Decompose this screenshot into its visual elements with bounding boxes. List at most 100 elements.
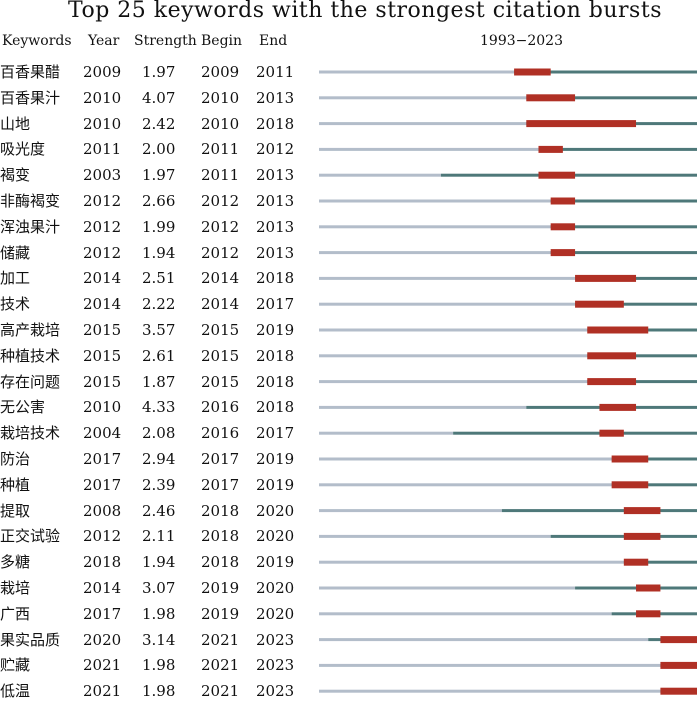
burst-bar xyxy=(587,352,637,360)
strength-cell: 1.99 xyxy=(142,217,176,236)
strength-cell: 2.08 xyxy=(142,424,176,443)
end-cell: 2013 xyxy=(256,166,295,185)
year-cell: 2021 xyxy=(83,656,122,675)
strength-cell: 1.98 xyxy=(142,682,176,701)
end-cell: 2018 xyxy=(256,372,295,391)
active-segment xyxy=(575,586,697,590)
baseline-segment xyxy=(319,328,588,332)
begin-cell: 2015 xyxy=(201,346,240,365)
baseline-segment xyxy=(319,147,539,151)
strength-cell: 1.98 xyxy=(142,604,176,623)
keyword-cell: 吸光度 xyxy=(0,140,46,159)
year-cell: 2012 xyxy=(83,217,122,236)
burst-bar xyxy=(575,300,624,308)
keyword-cell: 种植技术 xyxy=(0,346,61,365)
begin-cell: 2011 xyxy=(201,140,240,159)
burst-bar xyxy=(623,507,661,515)
year-cell: 2011 xyxy=(83,140,122,159)
end-cell: 2023 xyxy=(256,656,295,675)
strength-cell: 1.97 xyxy=(142,63,176,81)
year-cell: 2017 xyxy=(83,475,122,494)
end-cell: 2013 xyxy=(256,88,295,107)
active-segment xyxy=(538,147,697,151)
burst-bar xyxy=(550,223,576,231)
end-cell: 2017 xyxy=(256,424,295,443)
year-cell: 2017 xyxy=(83,604,122,623)
burst-bar xyxy=(526,94,576,102)
active-segment xyxy=(623,560,697,564)
baseline-segment xyxy=(319,612,612,616)
strength-cell: 2.39 xyxy=(142,475,176,494)
year-cell: 2015 xyxy=(83,321,122,339)
burst-bar xyxy=(611,455,649,463)
baseline-segment xyxy=(319,122,527,126)
strength-cell: 4.33 xyxy=(142,398,176,417)
end-cell: 2019 xyxy=(256,475,295,494)
end-cell: 2013 xyxy=(256,243,295,262)
baseline-segment xyxy=(319,302,576,306)
active-segment xyxy=(550,199,697,203)
year-cell: 2015 xyxy=(83,346,122,365)
end-cell: 2012 xyxy=(256,140,295,159)
burst-bar xyxy=(550,197,576,205)
keyword-cell: 多糖 xyxy=(0,553,31,572)
keyword-cell: 存在问题 xyxy=(0,372,61,391)
end-cell: 2019 xyxy=(256,553,295,572)
begin-cell: 2016 xyxy=(201,398,240,417)
keyword-cell: 非酶褐变 xyxy=(0,192,61,210)
strength-cell: 4.07 xyxy=(142,88,176,107)
keyword-cell: 高产栽培 xyxy=(0,321,61,339)
burst-bar xyxy=(660,636,697,644)
active-segment xyxy=(575,302,697,306)
strength-cell: 2.66 xyxy=(142,192,176,210)
strength-cell: 2.42 xyxy=(142,114,176,133)
begin-cell: 2019 xyxy=(201,604,240,623)
baseline-segment xyxy=(319,405,527,409)
burst-bar xyxy=(599,403,637,411)
active-segment xyxy=(550,225,697,229)
baseline-segment xyxy=(319,380,588,384)
begin-cell: 2019 xyxy=(201,579,240,597)
strength-cell: 2.51 xyxy=(142,269,176,288)
begin-cell: 2018 xyxy=(201,527,240,546)
keyword-cell: 广西 xyxy=(0,604,31,623)
begin-cell: 2010 xyxy=(201,88,240,107)
year-cell: 2014 xyxy=(83,269,122,288)
keyword-cell: 百香果醋 xyxy=(0,63,61,81)
baseline-segment xyxy=(319,199,551,203)
active-segment xyxy=(526,96,697,100)
strength-cell: 3.07 xyxy=(142,579,176,597)
active-segment xyxy=(611,457,697,461)
keyword-cell: 储藏 xyxy=(0,243,31,262)
baseline-segment xyxy=(319,483,612,487)
baseline-segment xyxy=(319,431,454,435)
keyword-cell: 低温 xyxy=(0,682,31,701)
baseline-segment xyxy=(319,251,551,255)
year-cell: 2012 xyxy=(83,243,122,262)
keyword-cell: 褐变 xyxy=(0,166,31,185)
year-cell: 2017 xyxy=(83,450,122,468)
end-cell: 2019 xyxy=(256,450,295,468)
end-cell: 2013 xyxy=(256,217,295,236)
header-strength: Strength xyxy=(134,33,197,49)
burst-bar xyxy=(538,171,576,179)
end-cell: 2020 xyxy=(256,604,295,623)
end-cell: 2023 xyxy=(256,682,295,701)
keyword-cell: 无公害 xyxy=(0,398,46,417)
burst-bar xyxy=(587,326,649,334)
baseline-segment xyxy=(319,560,624,564)
strength-cell: 2.94 xyxy=(142,450,176,468)
keyword-cell: 提取 xyxy=(0,501,31,520)
begin-cell: 2021 xyxy=(201,630,240,649)
year-cell: 2012 xyxy=(83,192,122,210)
burst-bar xyxy=(526,120,637,128)
year-cell: 2010 xyxy=(83,398,122,417)
burst-bar xyxy=(660,687,697,695)
keyword-cell: 正交试验 xyxy=(0,527,61,546)
active-segment xyxy=(501,509,697,513)
begin-cell: 2017 xyxy=(201,475,240,494)
burst-bar xyxy=(599,429,624,437)
strength-cell: 1.87 xyxy=(142,372,176,391)
begin-cell: 2018 xyxy=(201,501,240,520)
